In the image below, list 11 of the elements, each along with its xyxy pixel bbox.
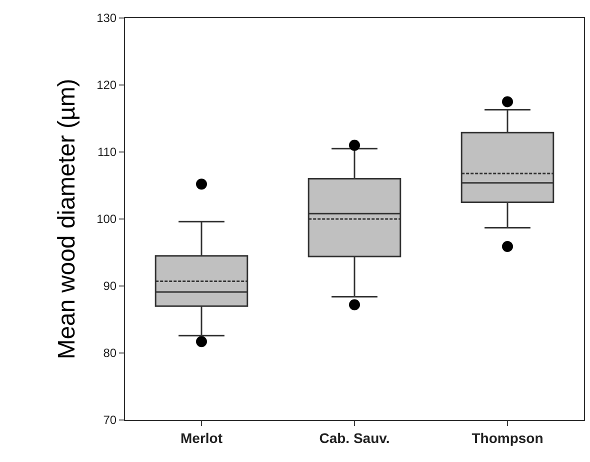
- x-tick-label: Merlot: [180, 430, 223, 446]
- y-tick-label: 120: [96, 78, 117, 92]
- y-tick-label: 100: [96, 212, 117, 226]
- y-tick-label: 110: [97, 145, 117, 160]
- x-tick-label: Cab. Sauv.: [319, 430, 390, 446]
- y-tick-label: 130: [96, 11, 117, 26]
- y-tick-label: 90: [103, 279, 117, 294]
- y-axis-title: Mean wood diameter (µm): [54, 78, 81, 360]
- y-tick-label: 70: [103, 413, 117, 428]
- x-tick-label: Thompson: [472, 430, 544, 446]
- y-tick-label: 80: [103, 346, 117, 360]
